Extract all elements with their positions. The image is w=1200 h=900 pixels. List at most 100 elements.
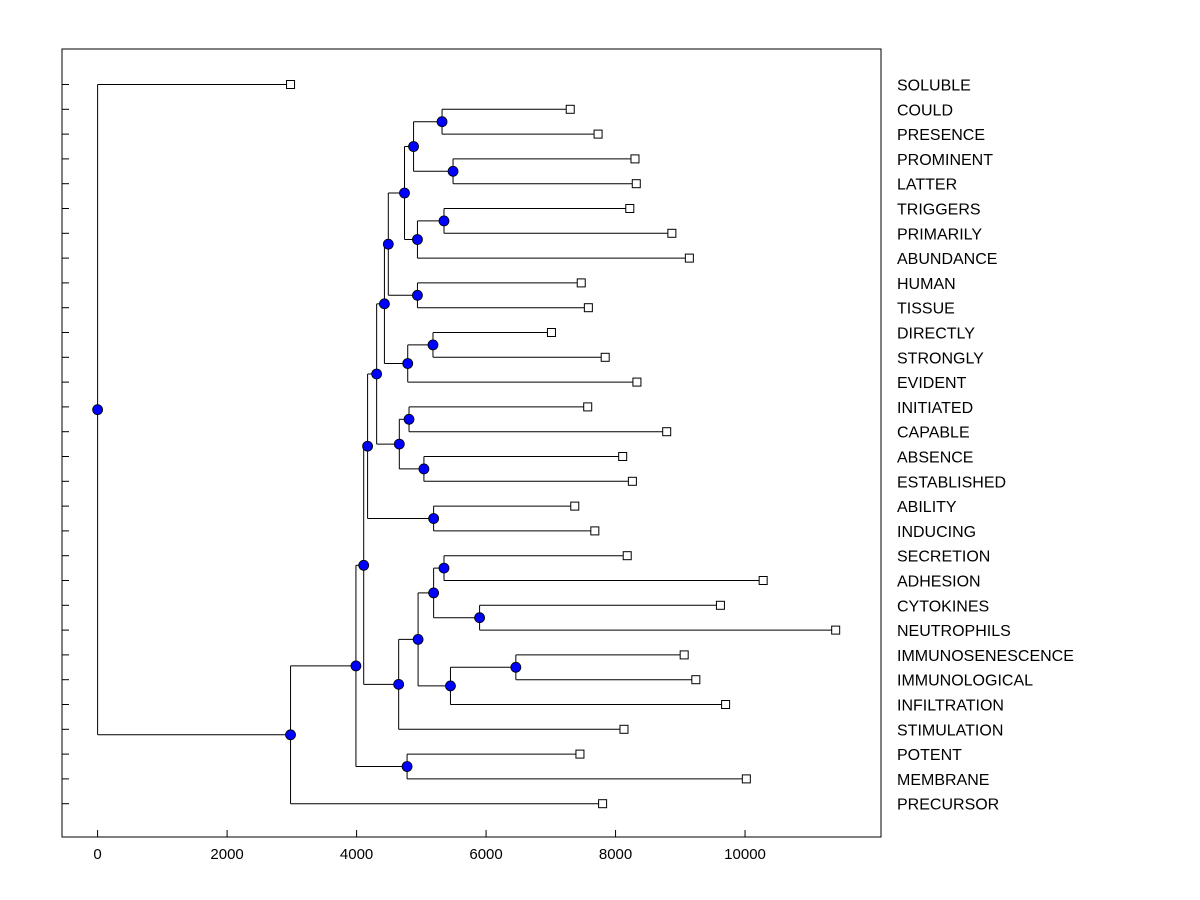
leaf-label: PROMINENT <box>897 152 993 169</box>
leaf-marker <box>625 204 635 213</box>
leaf-label: INDUCING <box>897 524 976 541</box>
leaf-marker <box>632 377 642 387</box>
node-marker <box>399 187 410 199</box>
node-marker <box>285 729 296 741</box>
leaf-marker <box>590 526 600 536</box>
node-marker <box>358 559 370 571</box>
leaf-label: TRIGGERS <box>897 202 981 219</box>
leaf-marker <box>598 799 608 809</box>
leaf-label: IMMUNOLOGICAL <box>897 673 1033 690</box>
leaf-label: PRIMARILY <box>897 226 982 243</box>
node-marker <box>401 761 413 772</box>
node-marker <box>402 358 414 369</box>
leaf-marker <box>691 675 701 685</box>
x-tick-label: 6000 <box>469 846 502 863</box>
leaf-markers <box>286 80 841 809</box>
x-tick-label: 2000 <box>210 846 243 863</box>
leaf-marker <box>576 278 586 288</box>
node-marker <box>412 634 424 645</box>
node-marker <box>428 513 440 524</box>
leaf-marker <box>619 724 629 734</box>
leaf-label: MEMBRANE <box>897 772 989 789</box>
leaf-marker <box>679 650 689 660</box>
leaf-label: ABSENCE <box>897 450 973 467</box>
leaf-marker <box>662 427 672 437</box>
x-tick-label: 10000 <box>724 846 766 863</box>
leaf-label: COULD <box>897 102 953 119</box>
leaf-marker <box>721 700 731 709</box>
x-tick-label: 0 <box>93 846 101 863</box>
node-marker <box>350 660 362 672</box>
leaf-marker <box>622 551 632 561</box>
leaf-label: INFILTRATION <box>897 698 1004 715</box>
node-marker <box>382 238 394 250</box>
leaf-label: NEUTROPHILS <box>897 623 1011 640</box>
node-markers <box>92 116 522 772</box>
node-marker <box>393 678 405 690</box>
node-marker <box>447 165 459 177</box>
leaf-marker <box>630 154 640 164</box>
leaf-label: CYTOKINES <box>897 598 989 615</box>
leaf-label: DIRECTLY <box>897 326 975 343</box>
node-marker <box>438 562 450 574</box>
leaf-labels: SOLUBLE COULD PRESENCE PROMINENT LATTER TRIGG… <box>897 78 1074 814</box>
leaf-marker <box>631 179 641 189</box>
leaf-label: PRECURSOR <box>897 797 999 814</box>
left-tick-marks <box>62 84 69 805</box>
leaf-marker <box>618 452 628 461</box>
x-tick-label: 4000 <box>340 846 373 863</box>
node-marker <box>412 289 423 301</box>
leaf-marker <box>831 625 841 635</box>
node-marker <box>412 234 423 245</box>
leaf-marker <box>583 402 593 412</box>
leaf-label: IMMUNOSENESCENCE <box>897 648 1074 665</box>
leaf-marker <box>715 600 725 610</box>
node-marker <box>92 404 104 416</box>
node-marker <box>510 661 522 673</box>
leaf-label: STRONGLY <box>897 350 984 367</box>
leaf-marker <box>546 328 556 337</box>
node-marker <box>445 680 456 692</box>
leaf-label: INITIATED <box>897 400 973 417</box>
node-marker <box>474 612 485 624</box>
leaf-label: ESTABLISHED <box>897 474 1006 491</box>
leaf-marker <box>741 774 751 784</box>
node-marker <box>436 116 448 128</box>
leaf-marker <box>286 80 296 89</box>
node-marker <box>428 587 440 599</box>
node-marker <box>408 141 419 152</box>
node-marker <box>371 368 383 380</box>
leaf-label: HUMAN <box>897 276 956 293</box>
leaf-label: ABUNDANCE <box>897 251 997 268</box>
leaf-label: CAPABLE <box>897 425 970 442</box>
leaf-marker <box>583 303 593 313</box>
node-marker <box>427 339 439 351</box>
leaf-label: LATTER <box>897 177 957 194</box>
node-marker <box>379 298 390 310</box>
x-axis: 0 2000 4000 6000 8000 10000 <box>93 830 766 863</box>
leaf-marker <box>570 501 580 511</box>
node-marker <box>438 215 450 227</box>
node-marker <box>362 440 373 452</box>
leaf-label: POTENT <box>897 747 962 764</box>
node-marker <box>418 463 430 475</box>
leaf-label: SOLUBLE <box>897 78 971 95</box>
node-marker <box>393 438 405 450</box>
leaf-label: STIMULATION <box>897 722 1003 739</box>
leaf-marker <box>667 228 677 238</box>
leaf-label: ABILITY <box>897 499 957 516</box>
leaf-marker <box>758 576 768 585</box>
x-tick-label: 8000 <box>599 846 632 863</box>
leaf-marker <box>600 352 610 362</box>
node-marker <box>403 413 415 425</box>
leaf-marker <box>593 129 603 139</box>
plot-frame <box>61 48 882 838</box>
leaf-marker <box>684 253 694 263</box>
leaf-label: PRESENCE <box>897 127 985 144</box>
leaf-label: TISSUE <box>897 301 955 318</box>
leaf-marker <box>627 476 637 486</box>
leaf-label: ADHESION <box>897 574 981 591</box>
leaf-marker <box>575 749 585 759</box>
dendrogram-branches <box>97 84 836 805</box>
